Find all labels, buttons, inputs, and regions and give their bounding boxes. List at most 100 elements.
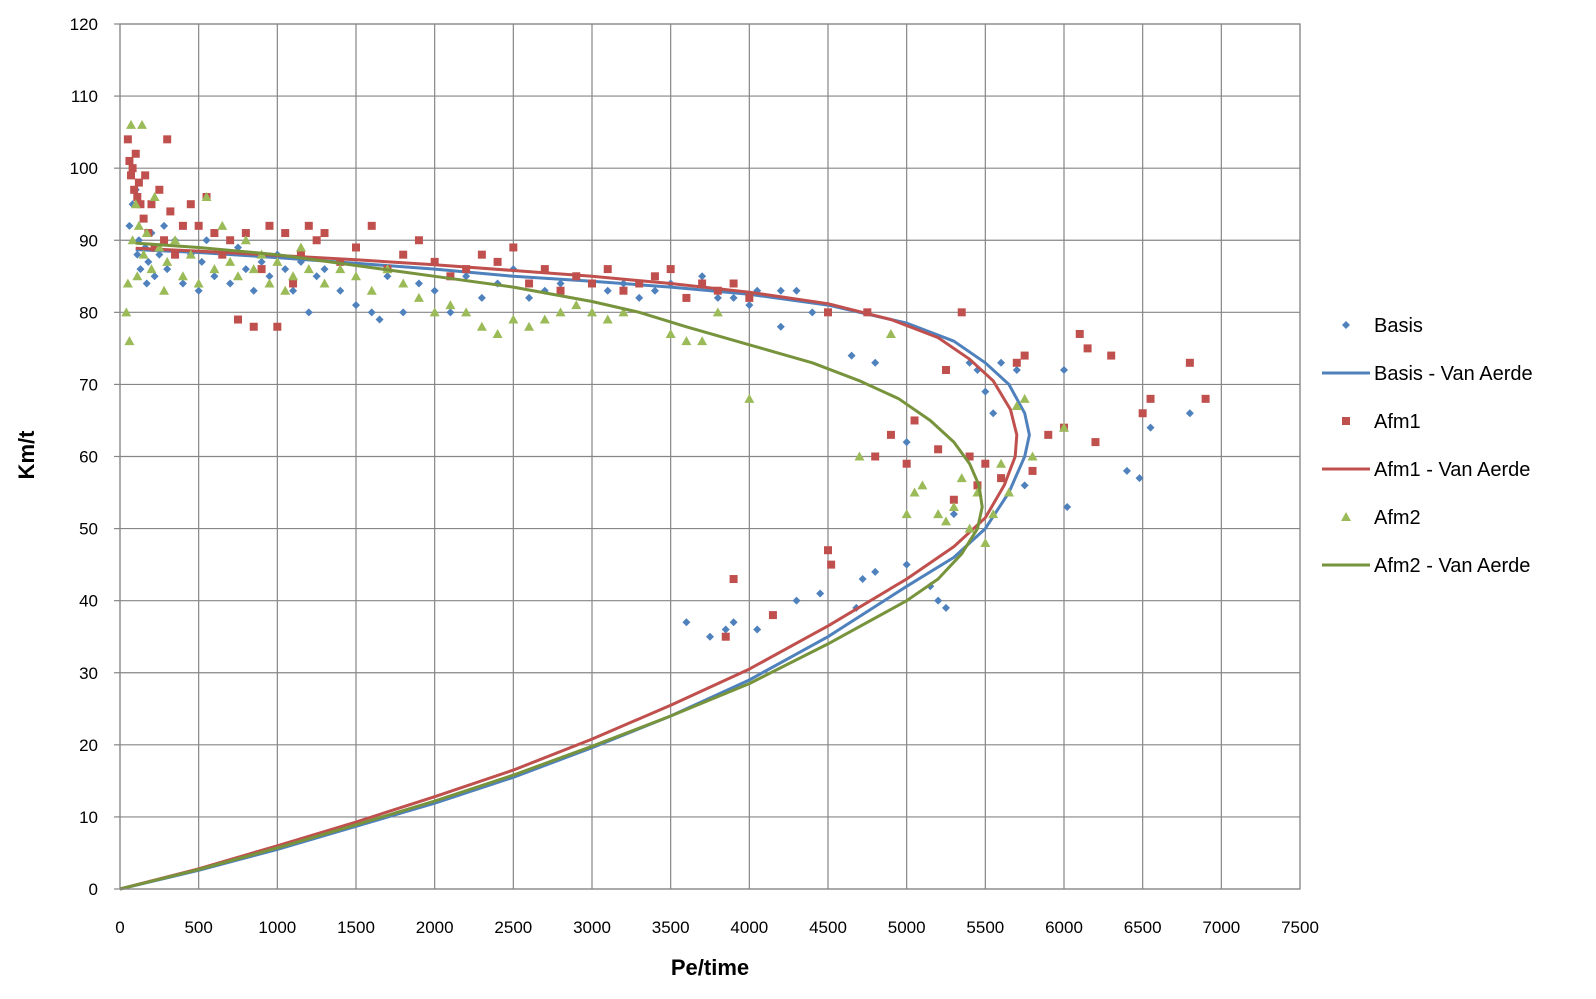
- data-point: [965, 452, 974, 461]
- x-tick-label: 1500: [337, 918, 375, 937]
- data-point: [150, 243, 159, 252]
- data-point: [248, 264, 259, 274]
- data-point: [1012, 366, 1021, 374]
- data-point: [885, 328, 896, 338]
- data-point: [304, 308, 313, 317]
- x-tick-label: 7500: [1281, 918, 1319, 937]
- data-point: [776, 286, 785, 295]
- data-point: [226, 279, 235, 288]
- x-tick-label: 7000: [1202, 918, 1240, 937]
- data-point: [281, 265, 290, 274]
- data-point: [128, 164, 137, 173]
- data-point: [492, 328, 503, 338]
- series-2: [123, 135, 1210, 641]
- data-point: [619, 286, 628, 295]
- data-point: [132, 271, 143, 281]
- data-point: [871, 567, 880, 576]
- legend-label: Basis - Van Aerde: [1374, 363, 1533, 385]
- data-point: [226, 236, 235, 245]
- data-point: [375, 315, 384, 324]
- data-point: [141, 171, 150, 180]
- data-point: [288, 271, 299, 281]
- data-point: [185, 249, 196, 259]
- data-point: [753, 625, 762, 634]
- series-3: [119, 246, 1019, 891]
- data-point: [1146, 423, 1155, 432]
- data-point: [295, 242, 306, 252]
- data-point: [445, 300, 456, 310]
- data-point: [729, 279, 738, 288]
- data-point: [194, 286, 203, 295]
- data-point: [201, 192, 212, 201]
- data-point: [150, 272, 159, 281]
- series-line: [119, 241, 984, 891]
- data-point: [768, 611, 777, 620]
- data-point: [539, 314, 550, 324]
- data-point: [745, 301, 754, 310]
- y-tick-label: 100: [70, 159, 98, 178]
- data-point: [665, 328, 676, 338]
- data-point: [414, 279, 423, 288]
- data-point: [319, 278, 330, 288]
- data-point: [367, 221, 376, 230]
- data-point: [776, 322, 785, 331]
- data-point: [233, 271, 243, 281]
- data-point: [1059, 422, 1069, 432]
- data-point: [234, 315, 242, 324]
- data-point: [461, 307, 472, 317]
- data-point: [177, 271, 188, 281]
- data-point: [949, 510, 958, 519]
- data-point: [493, 257, 502, 266]
- data-point: [141, 228, 152, 238]
- x-tick-label: 3500: [652, 918, 690, 937]
- data-point: [194, 221, 203, 230]
- data-point: [902, 459, 911, 468]
- data-point: [289, 279, 298, 288]
- data-point: [430, 286, 439, 295]
- y-tick-label: 20: [79, 736, 98, 755]
- data-point: [352, 301, 360, 310]
- data-point: [792, 286, 801, 295]
- data-point: [1138, 409, 1147, 418]
- data-point: [934, 596, 943, 605]
- data-point: [603, 265, 612, 274]
- data-point: [476, 321, 487, 331]
- data-point: [240, 235, 251, 245]
- data-point: [1011, 401, 1022, 411]
- data-point: [414, 236, 423, 245]
- data-point: [154, 242, 165, 252]
- data-point: [618, 307, 629, 317]
- data-point: [320, 229, 329, 238]
- data-point: [816, 589, 825, 598]
- y-tick-label: 10: [79, 808, 98, 827]
- data-point: [792, 596, 801, 605]
- data-point: [446, 272, 455, 281]
- x-tick-label: 1000: [258, 918, 296, 937]
- x-tick-label: 2000: [416, 918, 454, 937]
- data-point: [136, 265, 145, 274]
- data-point: [1075, 329, 1084, 338]
- x-tick-label: 500: [184, 918, 212, 937]
- data-point: [159, 285, 170, 295]
- data-point: [335, 264, 346, 274]
- data-point: [824, 308, 832, 317]
- legend-item: Afm1: [1342, 411, 1421, 433]
- x-tick-label: 2500: [494, 918, 532, 937]
- data-point: [509, 243, 518, 252]
- data-point: [980, 538, 991, 547]
- data-point: [871, 452, 880, 461]
- data-point: [133, 250, 142, 259]
- data-point: [1146, 394, 1155, 403]
- data-point: [525, 293, 534, 302]
- data-point: [166, 207, 175, 216]
- data-point: [121, 307, 132, 317]
- data-point: [209, 264, 220, 274]
- data-point: [122, 278, 133, 288]
- y-tick-label: 60: [79, 448, 98, 467]
- data-point: [241, 229, 250, 238]
- legend-item: Basis - Van Aerde: [1322, 363, 1533, 385]
- y-tick-label: 50: [79, 520, 98, 539]
- data-point: [997, 358, 1006, 367]
- data-point: [682, 293, 691, 302]
- data-point: [127, 235, 138, 245]
